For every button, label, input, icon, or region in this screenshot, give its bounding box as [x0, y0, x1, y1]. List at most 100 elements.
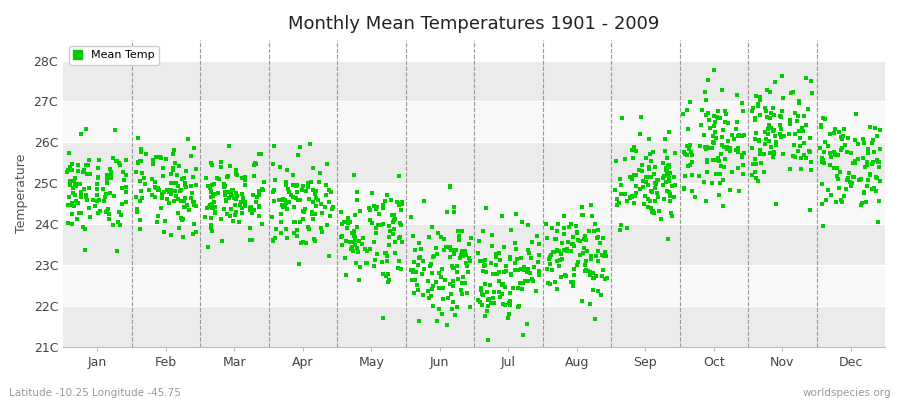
Point	[523, 270, 537, 276]
Point	[625, 193, 639, 200]
Point	[657, 196, 671, 202]
Point	[539, 221, 554, 228]
Point	[414, 245, 428, 252]
Point	[546, 249, 561, 256]
Point	[439, 244, 454, 250]
Point	[814, 124, 829, 130]
Point	[665, 183, 680, 189]
Point	[67, 178, 81, 184]
Point	[493, 257, 508, 263]
Point	[166, 146, 181, 153]
Point	[458, 248, 473, 254]
Point	[74, 188, 88, 195]
Point	[410, 269, 424, 275]
Point	[278, 203, 293, 210]
Point	[697, 132, 711, 138]
Point	[185, 231, 200, 237]
Point	[440, 322, 454, 328]
Point	[798, 75, 813, 82]
Point	[762, 115, 777, 121]
Point	[610, 201, 625, 208]
Point	[74, 194, 88, 200]
Point	[295, 208, 310, 214]
Point	[280, 206, 294, 212]
Bar	[63, 183, 885, 224]
Point	[574, 212, 589, 218]
Point	[713, 171, 727, 177]
Point	[663, 170, 678, 176]
Point	[757, 168, 771, 175]
Point	[831, 175, 845, 182]
Point	[410, 287, 425, 293]
Point	[166, 164, 180, 171]
Point	[83, 213, 97, 220]
Point	[557, 213, 572, 219]
Point	[729, 126, 743, 133]
Point	[760, 86, 774, 93]
Point	[266, 189, 280, 195]
Point	[168, 193, 183, 199]
Point	[243, 207, 257, 214]
Point	[710, 114, 724, 120]
Point	[499, 268, 513, 274]
Point	[626, 154, 640, 161]
Point	[827, 130, 842, 136]
Point	[636, 184, 651, 190]
Point	[452, 237, 466, 243]
Point	[867, 149, 881, 156]
Point	[540, 280, 554, 286]
Point	[715, 87, 729, 94]
Point	[305, 211, 320, 218]
Point	[677, 184, 691, 191]
Point	[849, 111, 863, 117]
Point	[823, 162, 837, 168]
Point	[425, 286, 439, 292]
Point	[406, 233, 420, 239]
Title: Monthly Mean Temperatures 1901 - 2009: Monthly Mean Temperatures 1901 - 2009	[288, 15, 660, 33]
Point	[93, 157, 107, 163]
Point	[90, 192, 104, 198]
Point	[204, 162, 219, 168]
Point	[417, 266, 431, 272]
Point	[489, 254, 503, 260]
Point	[815, 159, 830, 165]
Point	[175, 198, 189, 204]
Point	[824, 154, 838, 160]
Point	[681, 163, 696, 169]
Point	[828, 150, 842, 157]
Point	[663, 198, 678, 204]
Point	[446, 209, 461, 215]
Point	[66, 184, 80, 191]
Point	[475, 268, 490, 274]
Point	[201, 182, 215, 189]
Point	[305, 208, 320, 215]
Point	[244, 204, 258, 210]
Point	[134, 188, 148, 194]
Point	[748, 174, 762, 181]
Point	[347, 242, 362, 248]
Point	[202, 202, 217, 208]
Point	[521, 266, 535, 272]
Point	[230, 209, 244, 215]
Point	[502, 256, 517, 262]
Point	[752, 177, 766, 184]
Point	[720, 144, 734, 150]
Point	[709, 134, 724, 141]
Point	[106, 155, 121, 161]
Point	[269, 226, 284, 232]
Point	[413, 253, 428, 260]
Point	[130, 134, 145, 141]
Point	[559, 273, 573, 279]
Point	[363, 207, 377, 213]
Point	[295, 238, 310, 245]
Point	[379, 250, 393, 256]
Point	[299, 240, 313, 246]
Point	[252, 188, 266, 195]
Point	[199, 175, 213, 181]
Point	[166, 180, 181, 186]
Point	[432, 285, 446, 292]
Point	[445, 306, 459, 312]
Point	[579, 267, 593, 273]
Point	[492, 250, 507, 257]
Point	[757, 151, 771, 158]
